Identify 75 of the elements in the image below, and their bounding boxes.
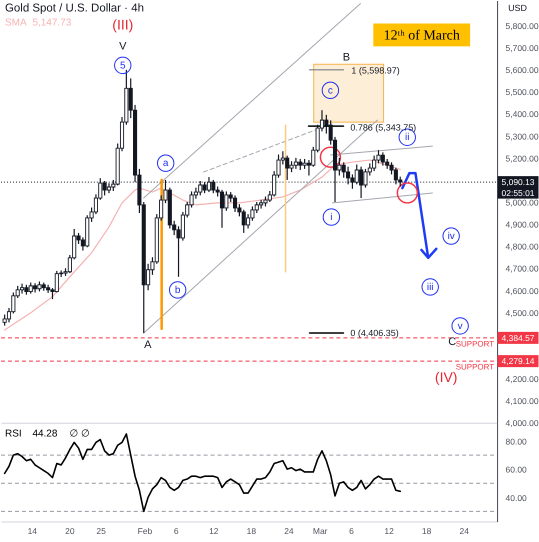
y-tick-label: 5,600.00 [506,65,539,76]
annotation: (III) [112,16,134,32]
y-tick-label: 4,200.00 [506,374,539,384]
y-tick-label: 4,100.00 [506,396,539,406]
annotation: c [328,85,333,96]
x-tick-label: 6 [349,526,354,536]
x-tick-label: 24 [284,526,294,536]
x-tick-label: 18 [246,526,256,536]
candlestick [285,155,290,181]
candlestick [20,283,24,294]
y-axis-title: USD [508,2,528,13]
x-tick-label: 14 [28,526,38,536]
series-label: RSI [4,428,22,440]
y-tick-label: 5,500.00 [506,87,539,98]
y-tick-label: 5,400.00 [506,109,539,120]
candlestick [354,164,359,185]
annotation: i [330,212,332,224]
y-tick-label: 5,000.00 [506,197,539,208]
y-tick-label: 4,500.00 [506,308,539,318]
text: 4,279.14 [502,356,535,366]
candlestick [2,314,7,326]
annotation: ∅ ∅ [69,428,90,440]
chart-title: Gold Spot / U.S. Dollar · 4h [4,2,144,14]
annotation: 5,147.73 [32,17,72,28]
annotation: (IV) [434,368,458,385]
y-tick-label: 5,300.00 [506,131,539,142]
y-tick-label: 5,200.00 [506,153,539,164]
ref-line-label: SUPPORT [456,339,494,348]
x-tick-label: 6 [174,526,179,536]
annotation: 44.28 [32,428,58,440]
candlestick [54,270,59,294]
candlestick [380,152,385,166]
text: SMA [4,17,27,28]
y-tick-label: 5,700.00 [506,43,539,53]
annotation: v [458,320,463,332]
y-tick-label: 60.00 [506,464,528,475]
candlestick [220,189,224,228]
x-tick-label: 18 [422,526,432,536]
annotation: V [119,40,128,52]
y-tick-label: 4,600.00 [506,286,539,296]
annotation: 12ᵗʰ of March [384,28,460,44]
x-tick-label: Feb [138,526,153,536]
annotation: b [174,284,181,296]
y-tick-label: 40.00 [506,492,528,503]
annotation: iv [448,231,455,242]
y-tick-label: 4,700.00 [506,264,539,274]
annotation: 0 (4,406.35) [350,328,399,338]
x-tick-label: 24 [459,526,470,536]
annotation: 0.786 (5,343.75) [350,122,416,132]
y-tick-label: 4,000.00 [506,418,539,428]
candlestick [372,155,376,172]
x-tick-label: 20 [65,526,75,536]
y-tick-label: 5,800.00 [506,20,539,31]
text: 02:55:01 [502,188,535,198]
annotation: iii [426,282,434,293]
x-tick-label: 12 [384,526,394,536]
text: 4,384.57 [502,332,535,343]
annotation: ii [405,132,410,144]
candlestick [224,190,228,212]
annotation: 5 [120,60,126,72]
candlestick [232,194,238,213]
annotation: a [162,158,169,170]
y-tick-label: 80.00 [506,436,528,447]
x-tick-label: Mar [312,526,328,536]
x-tick-label: 25 [96,526,106,536]
ref-line-label: SUPPORT [456,362,494,372]
candlestick [28,282,33,294]
candlestick [298,158,302,171]
annotation: A [144,338,152,351]
x-tick-label: 12 [209,526,219,536]
y-tick-label: 4,900.00 [506,220,539,230]
text: 5,090.13 [502,177,535,188]
annotation: C [448,336,456,348]
y-tick-label: 4,800.00 [506,242,539,252]
annotation: B [342,51,350,64]
